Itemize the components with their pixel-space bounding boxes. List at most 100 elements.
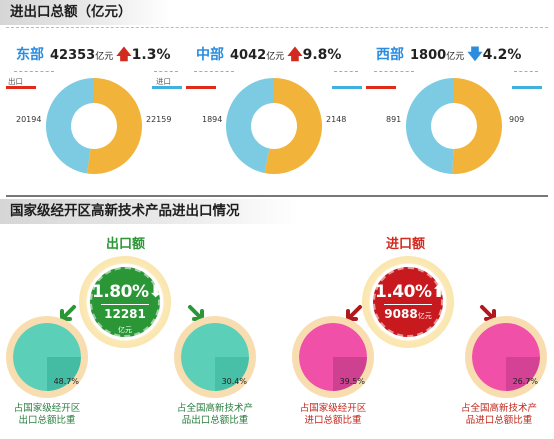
- share-slice: [47, 357, 81, 391]
- share-slice: [215, 357, 249, 391]
- import-amount-line: 9088亿元: [384, 304, 432, 321]
- export-marker-line: [6, 86, 36, 89]
- caption-line: 占全国高新技术产: [460, 403, 537, 414]
- import-marker-line: [152, 86, 182, 89]
- divider: [154, 71, 178, 72]
- caption-line: 占国家级经开区: [13, 403, 81, 414]
- region-total: 4042: [230, 48, 267, 63]
- region-unit: 亿元: [266, 52, 285, 62]
- share-value: 39.5%: [339, 377, 365, 386]
- share-slice: [333, 357, 367, 391]
- section-title-hightech: 国家级经开区高新技术产品进出口情况: [0, 199, 300, 224]
- share-pie: [299, 323, 367, 391]
- share-pie: [472, 323, 540, 391]
- export-slice: [45, 78, 94, 174]
- caption-line: 进口总额比重: [304, 415, 362, 426]
- region-unit: 亿元: [446, 52, 465, 62]
- export-section-title: 出口额: [106, 237, 146, 252]
- import-slice: [87, 78, 142, 174]
- export-rate-line: 1.80%⬇: [92, 282, 163, 302]
- import-rate-line: 1.40%⬆: [375, 282, 446, 302]
- share-slice: [506, 357, 540, 391]
- caption-line: 出口总额比重: [18, 415, 76, 426]
- import-value: 2148: [326, 115, 347, 124]
- share-value: 30.4%: [221, 377, 247, 386]
- region-name: 中部: [196, 47, 224, 63]
- growth-rate: 1.3%: [131, 47, 171, 63]
- caption-line: 占国家级经开区: [299, 403, 367, 414]
- region-name: 东部: [16, 47, 44, 63]
- export-total-circle: 1.80%⬇ 12281 亿元: [79, 256, 171, 348]
- arrow-up-icon: 🡅: [116, 45, 132, 63]
- import-value: 909: [509, 115, 525, 124]
- donut-chart: [224, 76, 324, 176]
- import-amount: 9088: [384, 307, 418, 321]
- export-marker-line: [186, 86, 216, 89]
- export-rate: 1.80%: [92, 282, 149, 302]
- region-name: 西部: [376, 47, 404, 63]
- export-amount: 12281: [104, 307, 146, 321]
- import-share-caption-1: 占国家级经开区 进口总额比重: [278, 403, 388, 427]
- donut-chart: [404, 76, 504, 176]
- divider: [6, 27, 548, 28]
- import-marker-line: [332, 86, 362, 89]
- import-rate: 1.40%: [375, 282, 432, 302]
- arrow-up-icon: ⬆: [431, 282, 446, 302]
- import-slice: [264, 78, 322, 174]
- region-total: 1800: [410, 48, 447, 63]
- divider: [194, 71, 234, 72]
- growth-rate: 9.8%: [302, 47, 342, 63]
- import-value: 22159: [146, 115, 172, 124]
- export-share-circle-1: 48.7%: [6, 316, 88, 398]
- import-label: 进口: [156, 77, 171, 86]
- import-share-circle-1: 39.5%: [292, 316, 374, 398]
- arrow-down-icon: 🡇: [467, 45, 483, 63]
- import-total-inner: 1.40%⬆ 9088亿元: [373, 267, 446, 337]
- export-unit: 亿元: [118, 326, 132, 334]
- divider: [514, 71, 538, 72]
- divider: [334, 71, 358, 72]
- share-value: 48.7%: [53, 377, 79, 386]
- export-slice: [405, 78, 454, 174]
- region-total: 42353: [50, 48, 96, 63]
- import-share-circle-2: 26.7%: [465, 316, 547, 398]
- import-marker-line: [512, 86, 542, 89]
- export-total-inner: 1.80%⬇ 12281 亿元: [90, 267, 163, 337]
- growth-rate: 4.2%: [482, 47, 522, 63]
- divider: [14, 71, 54, 72]
- import-slice: [452, 78, 502, 174]
- export-value: 20194: [16, 115, 42, 124]
- import-section-title: 进口额: [386, 237, 426, 252]
- section-title-trade-total: 进出口总额（亿元）: [0, 0, 170, 25]
- import-share-caption-2: 占全国高新技术产 品进口总额比重: [444, 403, 554, 427]
- section-separator: [6, 195, 548, 197]
- region-title: 东部 42353亿元 🡅1.3%: [16, 44, 171, 69]
- share-pie: [13, 323, 81, 391]
- export-share-circle-2: 30.4%: [174, 316, 256, 398]
- export-share-caption-2: 占全国高新技术产 品出口总额比重: [160, 403, 270, 427]
- export-value: 1894: [202, 115, 223, 124]
- donut-chart: [44, 76, 144, 176]
- export-label: 出口: [8, 77, 23, 86]
- caption-line: 占全国高新技术产: [176, 403, 253, 414]
- region-unit: 亿元: [95, 52, 114, 62]
- caption-line: 品进口总额比重: [465, 415, 533, 426]
- arrow-up-icon: 🡅: [287, 45, 303, 63]
- caption-line: 品出口总额比重: [181, 415, 249, 426]
- export-slice: [225, 78, 274, 174]
- share-pie: [181, 323, 249, 391]
- region-title: 西部 1800亿元 🡇4.2%: [376, 44, 521, 69]
- region-card-east: 东部 42353亿元 🡅1.3% 出口 进口 20194 22159: [6, 38, 182, 188]
- import-total-circle: 1.40%⬆ 9088亿元: [362, 256, 454, 348]
- region-card-west: 西部 1800亿元 🡇4.2% 891 909: [366, 38, 542, 188]
- share-value: 26.7%: [512, 377, 538, 386]
- divider: [374, 71, 414, 72]
- arrow-down-icon: ⬇: [148, 282, 163, 302]
- export-value: 891: [386, 115, 402, 124]
- region-title: 中部 4042亿元 🡅9.8%: [196, 44, 341, 69]
- region-card-central: 中部 4042亿元 🡅9.8% 1894 2148: [186, 38, 362, 188]
- export-share-caption-1: 占国家级经开区 出口总额比重: [0, 403, 102, 427]
- export-amount-line: 12281 亿元: [101, 304, 149, 335]
- export-marker-line: [366, 86, 396, 89]
- import-unit: 亿元: [417, 312, 432, 320]
